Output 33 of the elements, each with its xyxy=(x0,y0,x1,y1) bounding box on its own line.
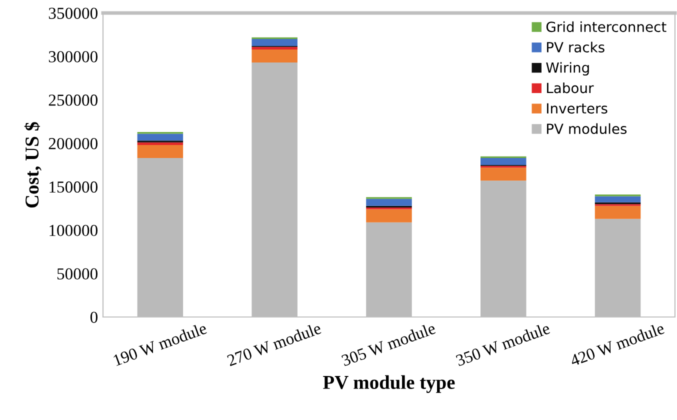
x-tick-label: 190 W module xyxy=(112,322,208,366)
bar xyxy=(252,46,298,50)
x-tick-label: 350 W module xyxy=(455,322,551,366)
bar xyxy=(252,49,298,63)
y-tick-label: 150000 xyxy=(50,181,98,193)
y-axis-title: Cost, US $ xyxy=(24,122,42,208)
y-tick-label: 50000 xyxy=(57,268,98,280)
legend-label: Labour xyxy=(547,82,594,94)
legend-label: Grid interconnect xyxy=(546,21,666,32)
legend-label: Inverters xyxy=(547,103,608,114)
x-tick-label: 270 W module xyxy=(226,322,322,366)
bar xyxy=(594,196,641,202)
bar xyxy=(366,198,412,206)
y-tick-label: 0 xyxy=(90,312,98,323)
y-tick-label: 200000 xyxy=(48,138,98,150)
legend-label: Wiring xyxy=(546,62,589,76)
bar xyxy=(137,134,184,141)
bar xyxy=(137,142,184,146)
y-tick-label: 300000 xyxy=(48,51,98,62)
bar xyxy=(480,158,526,165)
y-tick-label: 250000 xyxy=(48,94,98,106)
y-tick-label: 100000 xyxy=(50,224,98,236)
legend-label: PV modules xyxy=(547,123,627,134)
x-tick-label: 420 W module xyxy=(569,322,665,367)
bar xyxy=(594,206,641,219)
bar xyxy=(252,39,298,46)
y-tick-label: 350000 xyxy=(48,8,98,19)
bar xyxy=(480,168,526,181)
x-axis-title: PV module type xyxy=(323,375,455,393)
legend-label: PV racks xyxy=(547,42,604,52)
bar xyxy=(137,145,184,158)
x-tick-label: 305 W module xyxy=(340,322,436,366)
bar xyxy=(366,209,412,222)
